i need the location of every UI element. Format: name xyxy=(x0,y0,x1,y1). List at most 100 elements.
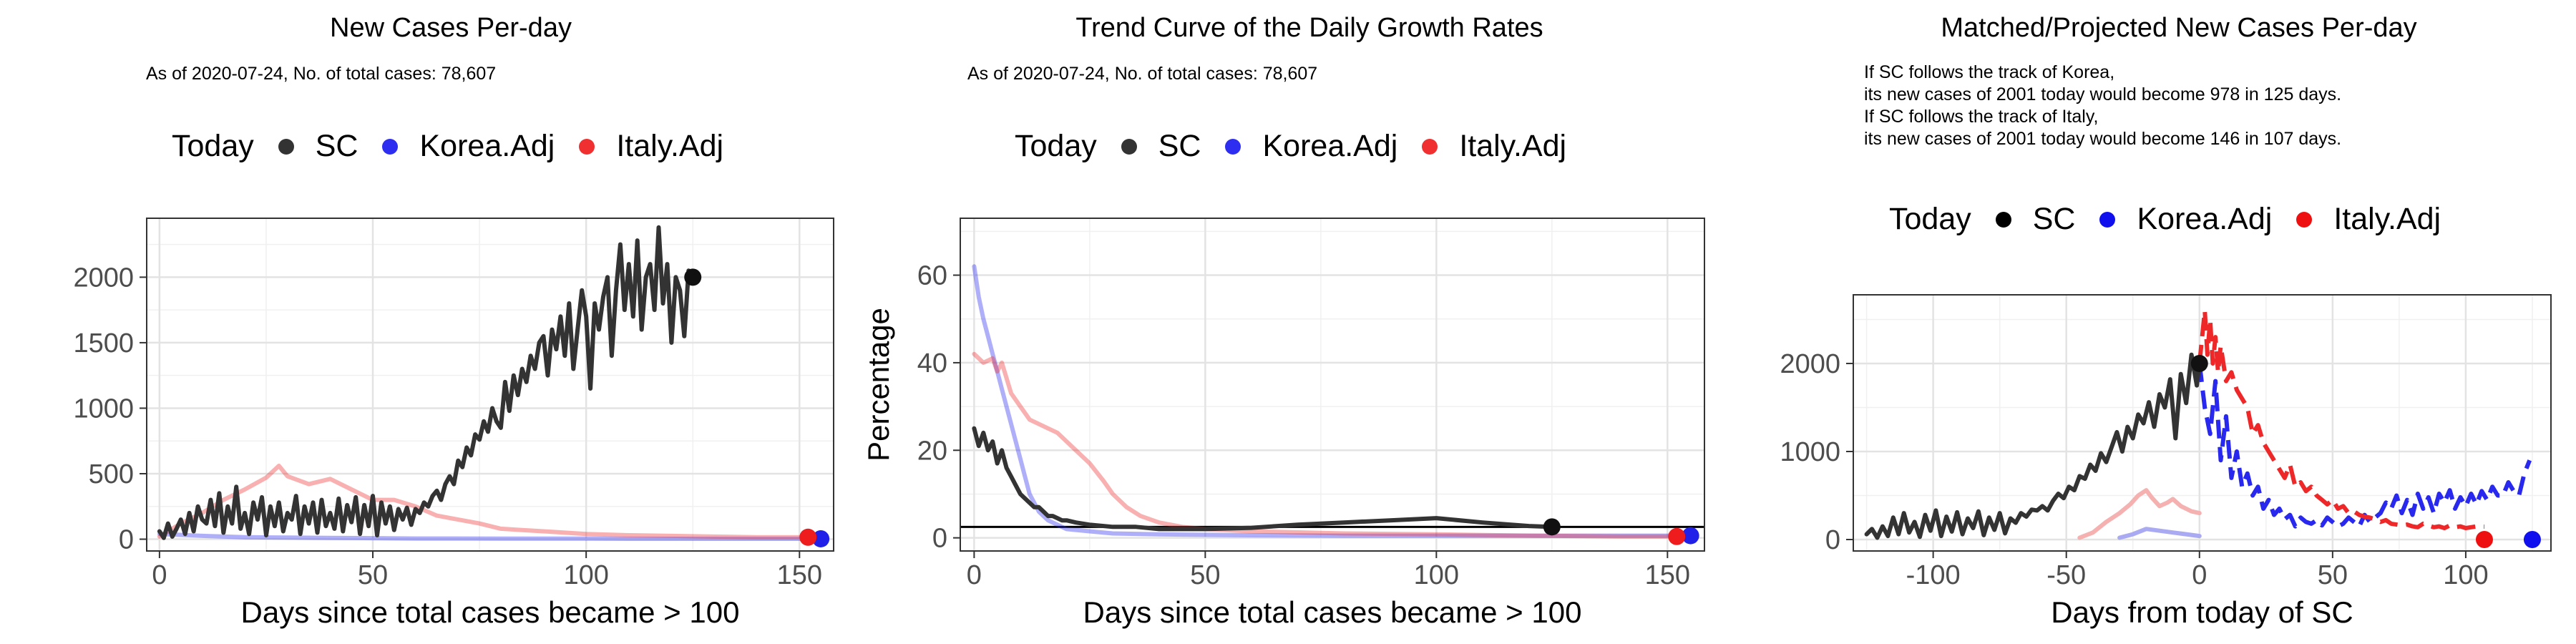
legend-item-korea: Korea.Adj xyxy=(1225,129,1397,164)
legend-marker-italy xyxy=(579,138,595,155)
legend-label-sc: SC xyxy=(315,129,358,163)
y-tick-label: 500 xyxy=(89,459,134,489)
series-line-sc xyxy=(972,426,1554,532)
plot-background xyxy=(960,218,1704,551)
plot-background xyxy=(1853,295,2551,551)
y-tick-label: 0 xyxy=(119,525,134,555)
plot-border xyxy=(1853,294,2552,552)
plot-border xyxy=(146,218,834,552)
chart-subtitle-line-2: its new cases of 2001 today would become… xyxy=(1864,84,2342,104)
legend-marker-italy xyxy=(1422,138,1438,155)
today-point-korea-adj xyxy=(812,530,830,547)
x-tick-label: 100 xyxy=(1414,560,1459,590)
today-point-italy-adj xyxy=(2475,531,2493,549)
x-tick-label: 0 xyxy=(967,560,982,590)
legend-marker-sc xyxy=(278,138,294,155)
chart-legend: Today SC Korea.Adj Italy.Adj xyxy=(1889,202,2465,237)
today-point-korea-adj xyxy=(2523,531,2541,549)
series-line-korea-adj xyxy=(972,264,1693,538)
legend-label-italy: Italy.Adj xyxy=(2333,202,2441,236)
legend-label-sc: SC xyxy=(2032,202,2076,236)
legend-marker-sc xyxy=(1121,138,1137,155)
y-tick-label: 60 xyxy=(917,261,947,291)
x-tick-label: 100 xyxy=(2443,560,2488,590)
chart-title: New Cases Per-day xyxy=(330,13,572,43)
x-tick-label: 50 xyxy=(358,560,388,590)
chart-subtitle: As of 2020-07-24, No. of total cases: 78… xyxy=(967,64,1318,84)
legend-item-sc: SC xyxy=(278,129,358,164)
y-tick-label: 20 xyxy=(917,436,947,466)
series-line-italy-adj xyxy=(2197,308,2485,530)
chart-subtitle: As of 2020-07-24, No. of total cases: 78… xyxy=(146,64,497,84)
chart-subtitle-line-3: If SC follows the track of Italy, xyxy=(1864,107,2099,127)
chart-title: Trend Curve of the Daily Growth Rates xyxy=(1075,13,1543,43)
y-tick-label: 1000 xyxy=(73,394,134,424)
x-tick-label: 150 xyxy=(1645,560,1690,590)
chart-panel-growth-rates: Trend Curve of the Daily Growth Rates As… xyxy=(859,0,1717,644)
legend-label-italy: Italy.Adj xyxy=(1459,129,1567,163)
legend-item-korea: Korea.Adj xyxy=(2099,202,2272,237)
x-axis-label: Days since total cases became > 100 xyxy=(241,595,740,629)
legend-item-sc: SC xyxy=(1995,202,2076,237)
x-tick-label: -50 xyxy=(2046,560,2086,590)
legend-marker-italy xyxy=(2296,211,2313,228)
today-point-italy-adj xyxy=(799,528,817,546)
y-tick-label: 0 xyxy=(1825,525,1840,555)
chart-plot-area: 0 50 100 150 0 20 40 60 Days since total cases b… xyxy=(862,218,1705,629)
legend-item-korea: Korea.Adj xyxy=(382,129,555,164)
series-line-italy-adj xyxy=(157,464,811,540)
today-point-sc xyxy=(1543,518,1561,536)
legend-label-korea: Korea.Adj xyxy=(1262,129,1398,163)
y-tick-label: 2000 xyxy=(73,263,134,293)
grid-lines xyxy=(960,218,1704,551)
legend-item-sc: SC xyxy=(1121,129,1201,164)
x-tick-label: 50 xyxy=(1190,560,1220,590)
x-tick-label: 0 xyxy=(2192,560,2207,590)
legend-title: Today xyxy=(172,129,254,163)
x-tick-label: 150 xyxy=(777,560,822,590)
chart-panel-new-cases: New Cases Per-day As of 2020-07-24, No. … xyxy=(0,0,859,644)
y-tick-label: 1500 xyxy=(73,328,134,358)
series-line-korea-adj xyxy=(157,532,824,541)
y-tick-label: 0 xyxy=(932,524,947,554)
legend-label-korea: Korea.Adj xyxy=(2137,202,2273,236)
legend-label-korea: Korea.Adj xyxy=(419,129,555,163)
legend-marker-korea xyxy=(1225,138,1241,155)
x-tick-label: 100 xyxy=(563,560,608,590)
grid-lines xyxy=(1853,295,2551,551)
plot-border xyxy=(960,218,1705,552)
today-point-italy-adj xyxy=(1668,527,1686,545)
x-tick-label: 0 xyxy=(152,560,167,590)
x-tick-label: 50 xyxy=(2318,560,2348,590)
legend-item-italy: Italy.Adj xyxy=(579,129,723,164)
series-line-sc xyxy=(157,225,696,540)
legend-item-italy: Italy.Adj xyxy=(1422,129,1566,164)
today-point-sc xyxy=(2190,354,2208,372)
plot-background xyxy=(147,218,834,551)
legend-marker-korea xyxy=(382,138,399,155)
y-axis-label: Percentage xyxy=(862,308,895,462)
y-tick-label: 1000 xyxy=(1780,437,1840,467)
y-tick-label: 40 xyxy=(917,348,947,379)
chart-legend: Today SC Korea.Adj Italy.Adj xyxy=(172,129,748,164)
x-axis-label: Days from today of SC xyxy=(2051,595,2353,629)
chart-panel-projected: Matched/Projected New Cases Per-day If S… xyxy=(1717,0,2576,644)
today-point-sc xyxy=(684,268,702,286)
legend-marker-korea xyxy=(2099,211,2116,228)
series-line-sc xyxy=(1864,352,2202,540)
chart-title: Matched/Projected New Cases Per-day xyxy=(1941,13,2417,43)
x-axis-label: Days since total cases became > 100 xyxy=(1083,595,1582,629)
legend-marker-sc xyxy=(1995,211,2011,228)
today-point-korea-adj xyxy=(1682,527,1699,545)
x-tick-label: -100 xyxy=(1906,560,1961,590)
chart-legend: Today SC Korea.Adj Italy.Adj xyxy=(1015,129,1591,164)
series-line-italy-adj xyxy=(972,351,1679,539)
y-tick-label: 2000 xyxy=(1780,349,1840,379)
series-line-korea-adj-past xyxy=(2117,527,2202,540)
legend-title: Today xyxy=(1015,129,1097,163)
legend-title: Today xyxy=(1889,202,1971,236)
legend-label-sc: SC xyxy=(1158,129,1201,163)
legend-label-italy: Italy.Adj xyxy=(616,129,724,163)
